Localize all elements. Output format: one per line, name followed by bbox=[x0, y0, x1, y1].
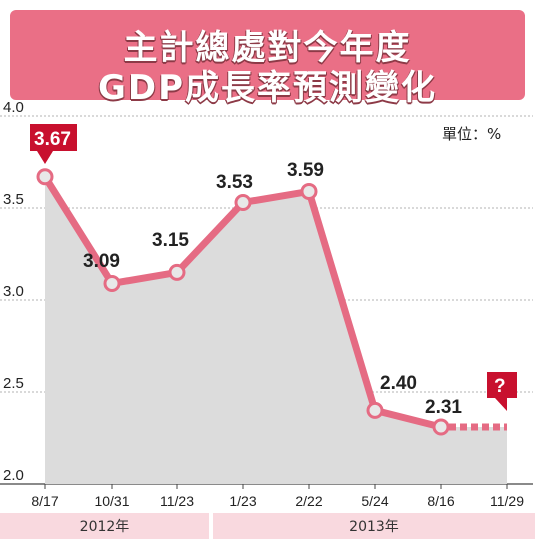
x-tick-label: 5/24 bbox=[361, 493, 388, 509]
year-band bbox=[0, 513, 209, 539]
x-tick-label: 8/16 bbox=[427, 493, 454, 509]
y-tick-label: 3.5 bbox=[3, 191, 24, 208]
pending-callout-box bbox=[487, 372, 517, 398]
data-point bbox=[300, 182, 318, 200]
area-layer bbox=[45, 176, 507, 484]
value-label: 3.67 bbox=[34, 129, 71, 150]
x-tick-label: 1/23 bbox=[229, 493, 256, 509]
x-tick-label: 10/31 bbox=[94, 493, 129, 509]
unit-label: 單位：% bbox=[442, 125, 501, 143]
year-band bbox=[213, 513, 535, 539]
pending-label: ? bbox=[494, 376, 506, 397]
x-tick-label: 2/22 bbox=[295, 493, 322, 509]
label-layer: 3.67 3.09 3.15 3.53 3.59 2.40 2.31? bbox=[30, 124, 517, 418]
data-point bbox=[103, 274, 121, 292]
y-tick-label: 2.0 bbox=[3, 467, 24, 484]
pending-callout-pointer bbox=[495, 398, 507, 411]
data-point bbox=[36, 168, 54, 186]
y-tick-label: 2.5 bbox=[3, 375, 24, 392]
value-callout-pointer bbox=[37, 151, 53, 164]
data-point bbox=[168, 263, 186, 281]
x-tick-label: 11/23 bbox=[160, 493, 194, 509]
chart-title-line-1: 主計總處對今年度 bbox=[123, 28, 412, 68]
year-label: 2012年 bbox=[80, 519, 130, 535]
data-point bbox=[366, 401, 384, 419]
value-label: 2.31 bbox=[425, 397, 462, 418]
value-callout-box bbox=[30, 124, 77, 151]
x-tick-label: 8/17 bbox=[31, 493, 58, 509]
year-label: 2013年 bbox=[349, 519, 399, 535]
title-band: 主計總處對今年度 GDP成長率預測變化 bbox=[10, 10, 525, 108]
axis-layer: 4.0 3.5 3.0 2.5 2.0 8/17 10/31 11/23 1/23 2/22 5/2… bbox=[0, 99, 535, 539]
data-point bbox=[432, 418, 450, 436]
value-label: 3.59 bbox=[287, 160, 324, 181]
y-tick-label: 3.0 bbox=[3, 283, 24, 300]
data-point bbox=[234, 193, 252, 211]
value-label: 3.09 bbox=[83, 251, 120, 272]
y-tick-label: 4.0 bbox=[3, 99, 24, 116]
value-label: 2.40 bbox=[380, 373, 417, 394]
value-label: 3.15 bbox=[152, 230, 189, 251]
value-label: 3.53 bbox=[216, 172, 253, 193]
chart-title-line-2: GDP成長率預測變化 bbox=[97, 68, 438, 108]
marker-layer bbox=[36, 168, 450, 436]
area-fill bbox=[45, 176, 507, 484]
x-tick-label: 11/29 bbox=[490, 493, 524, 509]
